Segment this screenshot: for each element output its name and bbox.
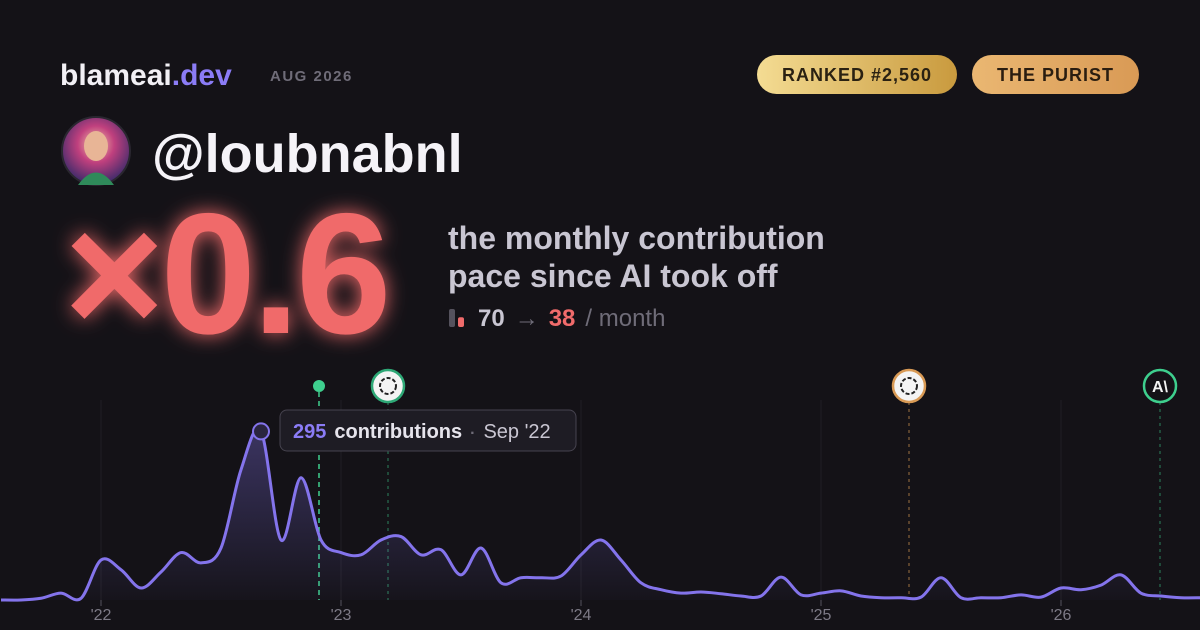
rank-badge <box>757 55 957 94</box>
brand-tld: .dev <box>172 59 232 92</box>
event-icon <box>891 368 927 404</box>
type-badge <box>972 55 1139 94</box>
tooltip-sep: · <box>470 425 475 442</box>
pace-after: 38 <box>549 305 576 332</box>
multiplier: ×0.6 <box>64 178 388 370</box>
avatar-face <box>84 131 108 161</box>
line <box>0 427 1200 602</box>
type-text: THE PURIST <box>997 65 1114 85</box>
tooltip-value: 295 <box>293 421 326 443</box>
tooltip: 295 contributions · Sep '22 <box>279 409 577 452</box>
pace-bar <box>449 309 455 327</box>
headline-line: the monthly contribution <box>448 220 825 256</box>
tooltip-box <box>279 409 577 452</box>
pace-before: 70 <box>478 305 505 332</box>
x-tick-label: '23 <box>331 607 352 624</box>
plot <box>0 422 1200 602</box>
brand: blameai.dev <box>60 59 232 92</box>
headline-line: pace since AI took off <box>448 258 778 294</box>
avatar-body <box>78 172 114 185</box>
x-tick-label: '22 <box>91 607 112 624</box>
x-tick-label: '24 <box>571 607 592 624</box>
pace-bar <box>458 317 464 327</box>
pace-unit: / month <box>585 305 665 332</box>
area <box>1 429 1200 601</box>
events: A\ <box>313 368 1178 600</box>
event-icon <box>370 368 406 404</box>
event-icon <box>1142 368 1178 404</box>
brand-name: blameai <box>60 59 172 92</box>
x-tick-label: '25 <box>811 607 832 624</box>
tooltip-text: 295 contributions · Sep '22 <box>293 421 551 443</box>
event-dot <box>313 380 325 392</box>
tooltip-label: contributions <box>334 421 462 443</box>
period: AUG 2026 <box>270 68 353 85</box>
tooltip-date: Sep '22 <box>483 421 550 443</box>
pace-arrow: → <box>515 305 539 332</box>
event-logo <box>379 377 397 395</box>
rank-text: RANKED #2,560 <box>782 65 932 85</box>
peak-marker <box>252 422 270 441</box>
pace: 70 → 38 / month <box>478 305 665 332</box>
event-logo: A\ <box>1152 379 1169 396</box>
pace-icon <box>449 309 464 327</box>
event-logo <box>900 377 918 395</box>
handle: @loubnabnl <box>152 124 463 184</box>
x-tick-label: '26 <box>1051 607 1072 624</box>
